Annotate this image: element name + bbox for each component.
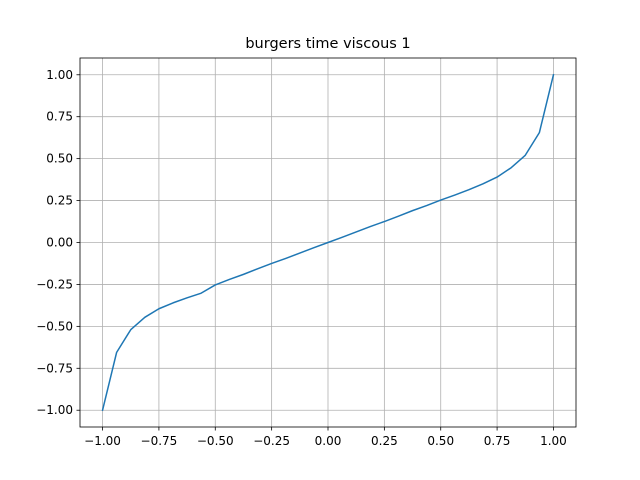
x-tick-label: −1.00 — [84, 434, 121, 448]
x-tick-label: 0.25 — [371, 434, 398, 448]
ticks-layer: −1.00 −0.75 −0.50 −0.25 0.00 0.25 0.50 0.75 1.00… — [36, 68, 567, 448]
y-tick-label: −1.00 — [36, 403, 73, 417]
x-tick-label: 0.50 — [427, 434, 454, 448]
y-tick-label: −0.75 — [36, 361, 73, 375]
y-tick-label: 0.00 — [46, 236, 73, 250]
chart-title: burgers time viscous 1 — [245, 36, 410, 52]
series-layer — [101, 73, 555, 412]
x-tick-label: −0.75 — [141, 434, 178, 448]
y-tick-label: 0.75 — [46, 110, 73, 124]
x-tick-label: 0.00 — [315, 434, 342, 448]
x-tick-label: 0.75 — [484, 434, 511, 448]
y-tick-label: 0.50 — [46, 152, 73, 166]
x-tick-label: −0.25 — [253, 434, 290, 448]
x-tick-label: −0.50 — [197, 434, 234, 448]
y-tick-label: −0.25 — [36, 277, 73, 291]
series-line — [101, 73, 555, 412]
y-tick-label: −0.50 — [36, 319, 73, 333]
x-tick-label: 1.00 — [540, 434, 567, 448]
y-tick-label: 0.25 — [46, 194, 73, 208]
y-tick-label: 1.00 — [46, 68, 73, 82]
